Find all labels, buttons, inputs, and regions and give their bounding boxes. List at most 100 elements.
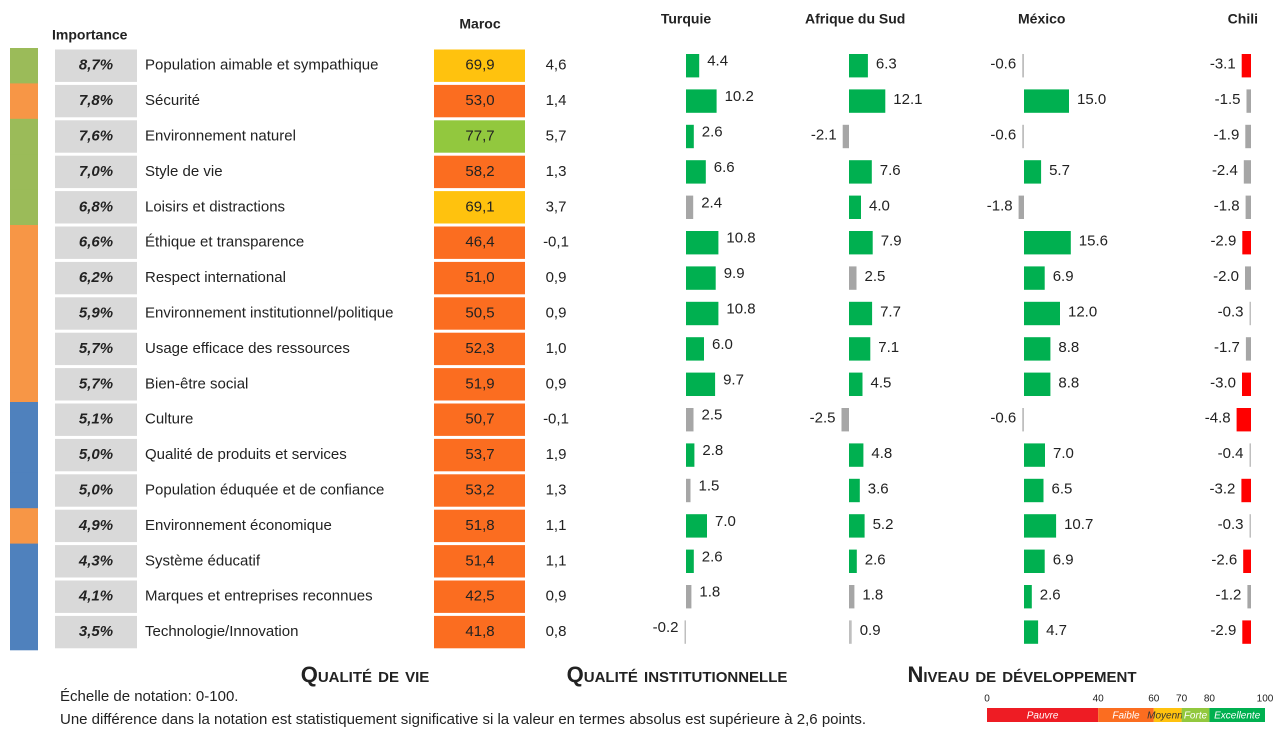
diff-label: 6.3 [876, 56, 897, 73]
group-legend: Qualité institutionnelle [567, 662, 788, 687]
attribute: Marques et entreprises reconnues [145, 588, 373, 605]
diff-bar [1024, 231, 1071, 255]
diff-bar [1024, 478, 1044, 503]
diff-label: 6.0 [712, 336, 733, 353]
importance-label: 5,1% [79, 411, 113, 428]
importance-cell [55, 545, 137, 578]
group-strip [10, 402, 38, 438]
attribute: Technologie/Innovation [145, 623, 298, 640]
diff-bar [849, 231, 873, 255]
diff-label: 7.1 [878, 339, 899, 356]
delta-label: 1,9 [546, 446, 567, 463]
importance-cell [55, 155, 137, 189]
attribute: Bien-être social [145, 375, 248, 392]
group-strip [10, 543, 38, 580]
diff-bar [842, 124, 849, 149]
score-cell [434, 615, 525, 649]
diff-bar [849, 337, 871, 361]
attribute: Respect international [145, 269, 286, 286]
diff-bar [686, 124, 694, 149]
diff-label: -1.7 [1214, 339, 1240, 356]
importance-cell [55, 368, 137, 401]
group-strip [10, 472, 38, 509]
diff-label: 3.6 [868, 480, 889, 497]
importance-cell [55, 120, 137, 153]
attribute: Loisirs et distractions [145, 198, 285, 215]
scale-tick: 70 [1176, 694, 1188, 705]
score-cell [434, 49, 525, 82]
delta-label: -0,1 [543, 411, 569, 428]
diff-label: 7.0 [1053, 445, 1074, 462]
group-strip [10, 331, 38, 368]
group-strip [10, 225, 38, 261]
diff-label: -2.4 [1212, 162, 1238, 179]
country-header: Afrique du Sud [805, 11, 905, 27]
importance-label: 3,5% [79, 623, 113, 640]
importance-label: 4,1% [78, 588, 113, 605]
diff-bar [1249, 301, 1251, 326]
diff-bar [849, 443, 864, 467]
score-label: 58,2 [465, 163, 494, 180]
diff-label: 10.8 [726, 300, 755, 317]
diff-bar [684, 620, 686, 644]
importance-cell [55, 403, 137, 436]
diff-bar [1024, 266, 1045, 290]
importance-label: 4,3% [78, 552, 113, 569]
diff-bar [1024, 372, 1051, 396]
score-label: 42,5 [465, 588, 494, 605]
importance-label: 8,7% [79, 57, 113, 74]
diff-label: 2.6 [702, 548, 723, 565]
score-label: 51,4 [465, 552, 494, 569]
importance-label: 6,2% [79, 269, 113, 286]
diff-bar [849, 195, 861, 219]
group-strip [10, 295, 38, 332]
importance-label: 5,7% [79, 340, 113, 357]
diff-label: -2.9 [1210, 622, 1236, 639]
scale-tick: 40 [1093, 694, 1105, 705]
diff-label: -1.5 [1215, 91, 1241, 108]
scale-band [1209, 708, 1265, 722]
diff-bar [686, 585, 692, 609]
scale-band [1153, 708, 1182, 722]
diff-label: -3.0 [1210, 374, 1236, 391]
diff-bar [849, 372, 863, 396]
diff-label: 6.5 [1052, 480, 1073, 497]
diff-label: -3.1 [1210, 56, 1236, 73]
delta-label: 1,3 [546, 163, 567, 180]
diff-bar [1018, 195, 1024, 219]
diff-bar [849, 478, 860, 503]
diff-bar [1241, 478, 1251, 503]
score-label: 53,2 [465, 481, 494, 498]
diff-label: 7.0 [715, 513, 736, 530]
diff-bar [1249, 514, 1251, 538]
diff-label: -2.9 [1210, 233, 1236, 250]
score-cell [434, 297, 525, 330]
delta-label: 0,9 [546, 375, 567, 392]
score-cell [434, 84, 525, 118]
diff-label: 12.1 [893, 91, 922, 108]
scale-band-label: Excellente [1214, 711, 1261, 722]
group-strip [10, 260, 38, 297]
diff-bar [686, 372, 716, 396]
diff-label: 1.8 [862, 587, 883, 604]
diff-bar [686, 549, 694, 573]
score-cell [434, 403, 525, 436]
country-header: México [1018, 11, 1065, 27]
diff-bar [1024, 549, 1045, 573]
diff-bar [1247, 585, 1251, 609]
maroc-header: Maroc [459, 16, 500, 32]
score-label: 51,8 [465, 517, 494, 534]
diff-bar [1243, 549, 1251, 573]
diff-label: 2.6 [702, 123, 723, 140]
group-strip [10, 189, 38, 226]
diff-label: 4.0 [869, 197, 890, 214]
diff-label: -3.2 [1210, 480, 1236, 497]
score-label: 53,0 [465, 92, 494, 109]
diff-label: 6.9 [1053, 551, 1074, 568]
score-cell [434, 226, 525, 259]
diff-label: -1.8 [987, 197, 1013, 214]
diff-bar [686, 195, 694, 219]
diff-label: 10.7 [1064, 516, 1093, 533]
country-header: Chili [1228, 11, 1258, 27]
score-label: 50,5 [465, 304, 494, 321]
